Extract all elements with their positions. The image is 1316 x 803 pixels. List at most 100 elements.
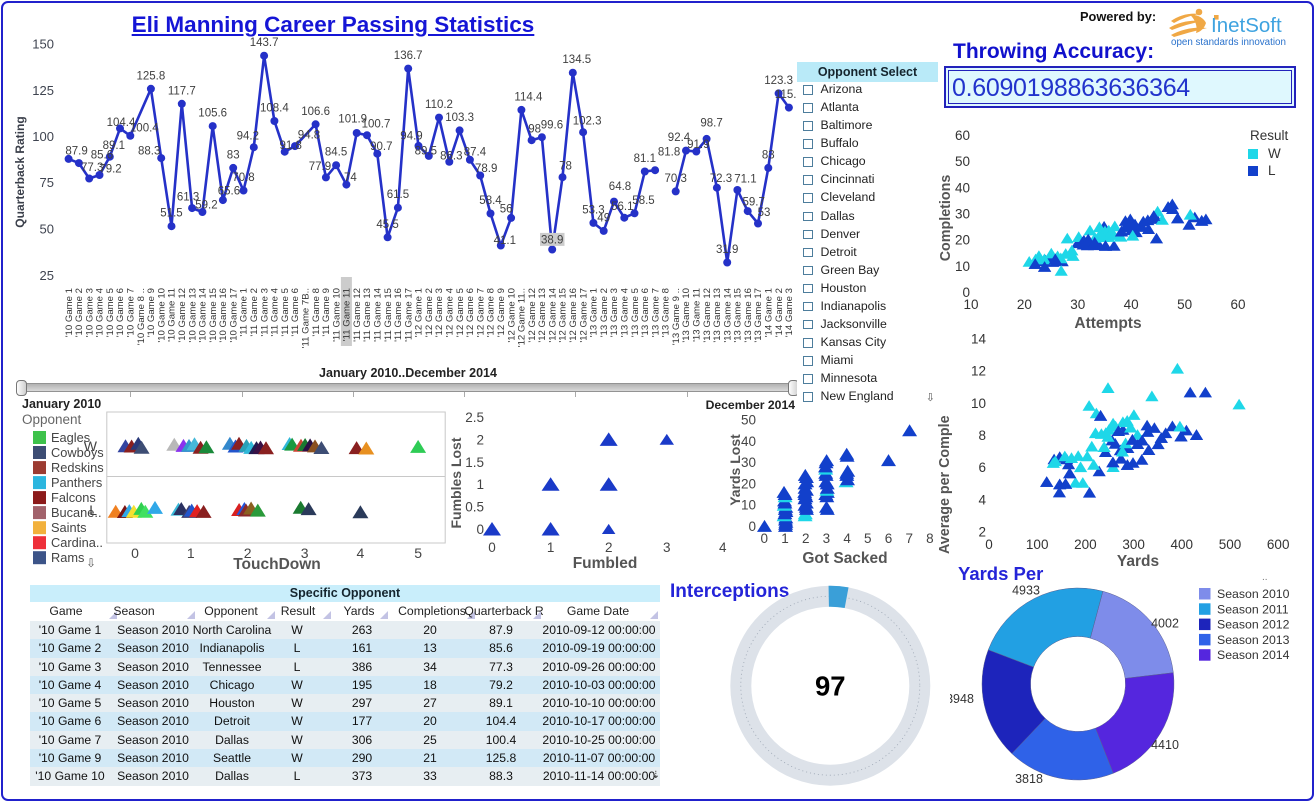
svg-text:'13 Game 17: '13 Game 17 (753, 288, 764, 343)
svg-text:'11 Game 1: '11 Game 1 (239, 288, 250, 337)
svg-text:77.9: 77.9 (309, 161, 331, 173)
svg-text:1: 1 (781, 531, 789, 546)
svg-text:Yards Lost: Yards Lost (727, 434, 743, 506)
svg-text:51.5: 51.5 (160, 208, 182, 220)
svg-text:'12 Game 13: '12 Game 13 (537, 288, 548, 343)
svg-text:50: 50 (40, 222, 54, 237)
svg-text:84.5: 84.5 (325, 147, 347, 159)
svg-text:78: 78 (559, 161, 572, 173)
svg-text:91.9: 91.9 (687, 139, 709, 151)
svg-text:'10 Game 17: '10 Game 17 (228, 288, 239, 343)
svg-text:106.6: 106.6 (301, 106, 330, 118)
svg-text:4002: 4002 (1151, 617, 1179, 631)
svg-text:3: 3 (823, 531, 831, 546)
svg-text:'11 Game 9: '11 Game 9 (321, 288, 332, 337)
svg-text:86.3: 86.3 (440, 150, 462, 162)
svg-text:20: 20 (741, 476, 756, 491)
svg-text:53.3: 53.3 (582, 204, 604, 216)
svg-text:115.6: 115.6 (775, 89, 800, 101)
svg-text:72.3: 72.3 (710, 173, 732, 185)
svg-text:200: 200 (1074, 537, 1097, 552)
svg-text:'11 Game 16: '11 Game 16 (393, 288, 404, 342)
svg-text:'14 Game 3: '14 Game 3 (784, 288, 795, 337)
svg-text:0: 0 (488, 540, 496, 555)
svg-text:5: 5 (414, 545, 422, 561)
svg-text:77.3: 77.3 (81, 162, 103, 174)
svg-text:40: 40 (741, 434, 756, 449)
svg-text:Attempts: Attempts (1074, 315, 1141, 332)
svg-text:InetSoft: InetSoft (1211, 14, 1282, 37)
svg-text:Panthers: Panthers (51, 475, 102, 490)
svg-text:88.3: 88.3 (138, 146, 160, 158)
svg-text:L: L (1268, 163, 1276, 178)
svg-text:143.7: 143.7 (250, 37, 279, 49)
svg-text:open standards innovation: open standards innovation (1171, 37, 1286, 48)
svg-text:97: 97 (815, 671, 846, 702)
svg-text:'13 Game 10: '13 Game 10 (681, 288, 692, 343)
svg-text:Fumbled: Fumbled (573, 555, 638, 570)
svg-text:10: 10 (955, 259, 970, 274)
svg-text:45.5: 45.5 (376, 219, 398, 231)
svg-text:Season 2011: Season 2011 (1217, 602, 1289, 616)
svg-text:'11 Game 6: '11 Game 6 (290, 288, 301, 337)
svg-text:'10 Game 1: '10 Game 1 (64, 288, 75, 337)
svg-text:89.5: 89.5 (415, 145, 437, 157)
svg-text:6: 6 (978, 460, 986, 475)
svg-text:'13 Game 16: '13 Game 16 (743, 288, 754, 343)
svg-text:'10 Game 4: '10 Game 4 (95, 287, 106, 337)
svg-text:70.3: 70.3 (665, 173, 687, 185)
svg-text:25: 25 (40, 268, 54, 283)
svg-text:31.9: 31.9 (716, 244, 738, 256)
svg-text:70.8: 70.8 (232, 172, 254, 184)
svg-text:'11 Game 17: '11 Game 17 (403, 288, 414, 342)
svg-text:'13 Game 14: '13 Game 14 (722, 287, 733, 342)
svg-text:30: 30 (741, 455, 756, 470)
svg-text:56.1: 56.1 (611, 201, 633, 213)
svg-text:58.4: 58.4 (479, 195, 502, 207)
svg-text:125: 125 (32, 83, 54, 98)
svg-text:40: 40 (1124, 297, 1139, 312)
svg-text:Season 2012: Season 2012 (1217, 618, 1290, 632)
svg-text:'13 Game 7: '13 Game 7 (650, 288, 661, 337)
svg-text:105.6: 105.6 (198, 108, 227, 120)
svg-text:'10 Game 11: '10 Game 11 (167, 288, 178, 342)
svg-text:0: 0 (962, 285, 970, 300)
svg-text:'12 Game 17: '12 Game 17 (578, 288, 589, 343)
svg-text:'10 Game 12: '10 Game 12 (177, 288, 188, 343)
svg-text:50: 50 (741, 413, 756, 428)
svg-text:'12 Game 15: '12 Game 15 (558, 288, 569, 343)
svg-text:300: 300 (1122, 537, 1145, 552)
svg-text:'13 Game 4: '13 Game 4 (620, 287, 631, 337)
svg-text:'13 Game 8: '13 Game 8 (661, 288, 672, 337)
svg-text:'11 Game 2: '11 Game 2 (249, 288, 260, 337)
svg-text:'12 Game 12: '12 Game 12 (527, 288, 538, 343)
svg-text:'14 Game 1: '14 Game 1 (764, 288, 775, 337)
svg-text:'11 Game 8: '11 Game 8 (311, 288, 322, 337)
svg-text:'13 Game 2: '13 Game 2 (599, 288, 610, 337)
svg-text:0: 0 (985, 537, 993, 552)
svg-text:79.2: 79.2 (99, 164, 121, 176)
svg-text:60: 60 (955, 128, 970, 143)
svg-text:L: L (89, 502, 97, 518)
svg-text:'10 Game 9: '10 Game 9 (146, 288, 157, 337)
svg-text:6: 6 (885, 531, 893, 546)
svg-text:1.5: 1.5 (465, 455, 484, 470)
svg-text:7: 7 (905, 531, 913, 546)
svg-text:'13 Game 6: '13 Game 6 (640, 288, 651, 337)
svg-text:Yards: Yards (1117, 553, 1159, 570)
svg-text:'13 Game 13: '13 Game 13 (712, 288, 723, 343)
svg-text:59.2: 59.2 (195, 200, 217, 212)
svg-text:60: 60 (1230, 297, 1245, 312)
svg-text:104.4: 104.4 (107, 117, 136, 129)
svg-text:W: W (84, 438, 98, 454)
svg-text:Falcons: Falcons (51, 490, 96, 505)
svg-text:'12 Game 6: '12 Game 6 (465, 288, 476, 337)
svg-text:'13 Game 1: '13 Game 1 (589, 288, 600, 337)
svg-text:50: 50 (955, 154, 970, 169)
svg-text:'14 Game 2: '14 Game 2 (774, 288, 785, 337)
svg-text:Interceptions: Interceptions (670, 581, 789, 602)
svg-text:3818: 3818 (1015, 772, 1043, 786)
svg-text:500: 500 (1219, 537, 1242, 552)
svg-text:5: 5 (864, 531, 872, 546)
svg-text:4410: 4410 (1151, 738, 1179, 752)
